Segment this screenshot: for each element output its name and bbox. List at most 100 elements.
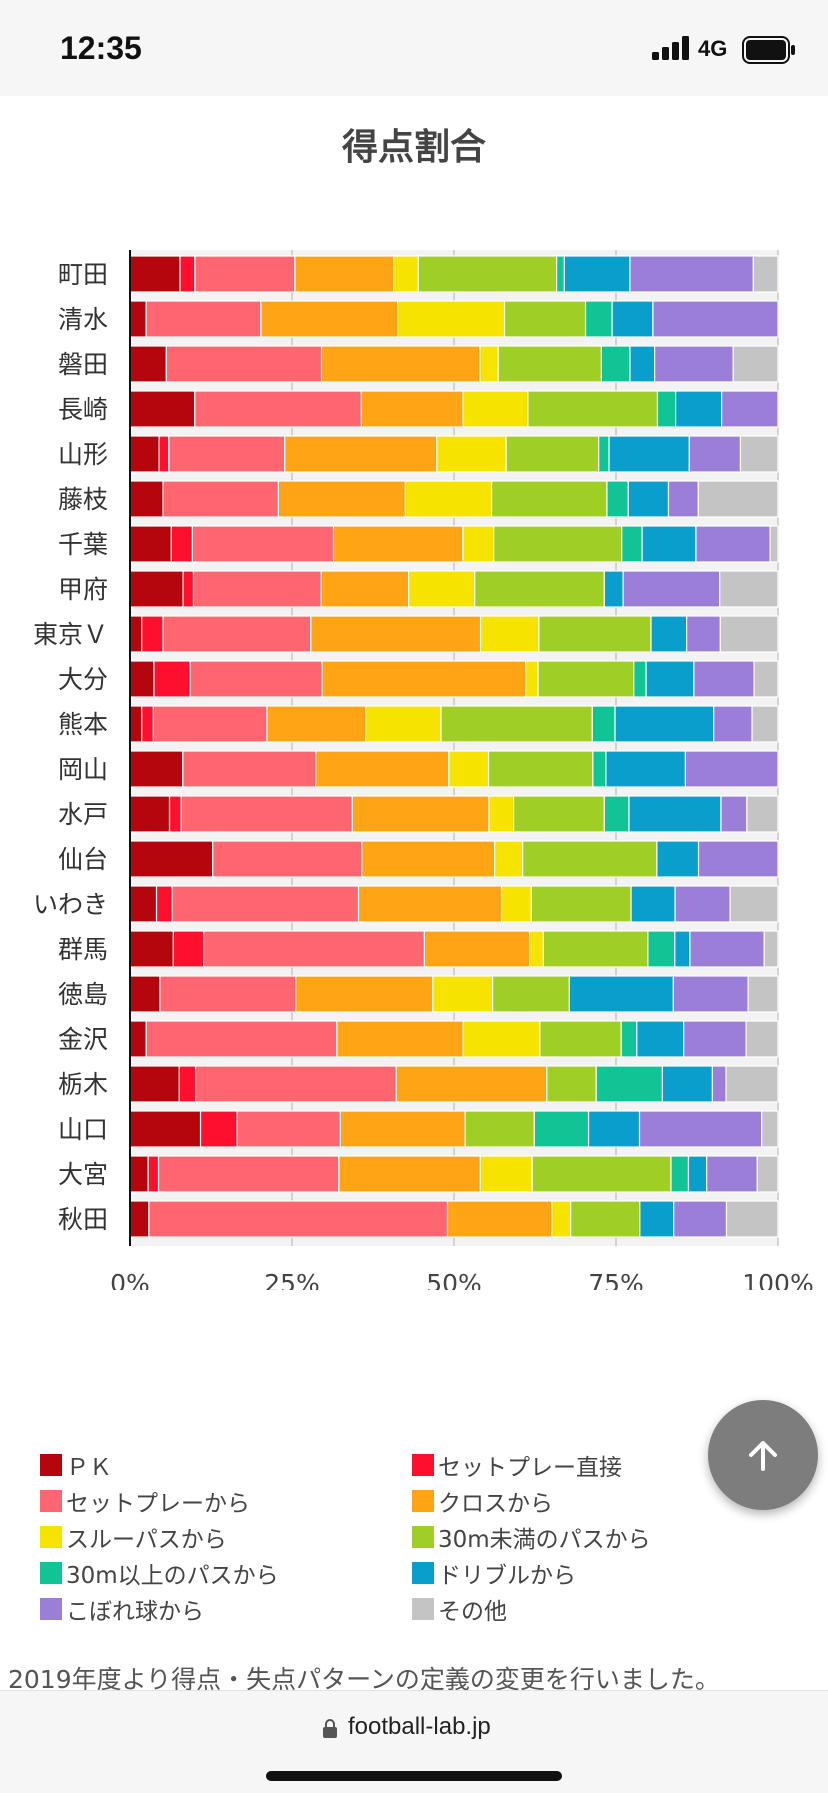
bar-segment: [673, 1200, 728, 1238]
bar-segment: [652, 300, 779, 338]
bar-segment: [332, 525, 464, 563]
bar-segment: [769, 525, 779, 563]
browser-url-bar[interactable]: football-lab.jp: [0, 1690, 828, 1793]
legend-item[interactable]: ドリブルから: [412, 1558, 576, 1589]
chart-title: 得点割合: [341, 127, 486, 168]
bar-segment: [129, 390, 196, 428]
bar-segment: [689, 930, 765, 968]
bar-segment: [194, 1065, 397, 1103]
bar-segment: [493, 525, 623, 563]
bar-segment: [158, 435, 170, 473]
bar-segment: [129, 840, 214, 878]
legend-label: こぼれ球から: [66, 1599, 204, 1625]
bar-segment: [294, 255, 395, 293]
arrow-up-icon: [749, 1441, 777, 1471]
legend-swatch: [40, 1490, 62, 1512]
bar-segment: [129, 570, 184, 608]
bar-segment: [339, 1110, 466, 1148]
bar-segment: [145, 300, 262, 338]
bar-segment: [194, 390, 362, 428]
bar-segment: [141, 705, 154, 743]
bar-segment: [148, 1200, 449, 1238]
legend-item[interactable]: セットプレーから: [40, 1486, 250, 1517]
bar-segment: [513, 795, 605, 833]
bar-segment: [423, 930, 531, 968]
bar-segment: [641, 525, 697, 563]
bar-segment: [693, 660, 755, 698]
bar-segment: [608, 435, 690, 473]
bar-segment: [753, 660, 779, 698]
legend-item[interactable]: セットプレー直接: [412, 1450, 622, 1481]
legend-item[interactable]: その他: [412, 1594, 507, 1625]
bar-segment: [162, 615, 312, 653]
category-label: 藤枝: [58, 485, 108, 514]
bar-segment: [199, 1110, 238, 1148]
legend-item[interactable]: クロスから: [412, 1486, 553, 1517]
bar-segment: [182, 570, 195, 608]
bar-segment: [487, 750, 594, 788]
x-tick-label: 75%: [588, 1269, 644, 1290]
bar-segment: [686, 615, 721, 653]
bar-segment: [719, 615, 779, 653]
bar-segment: [674, 930, 691, 968]
bar-segment: [592, 750, 607, 788]
legend-label: ＰＫ: [66, 1455, 112, 1481]
bar-segment: [761, 1110, 779, 1148]
bar-segment: [505, 435, 600, 473]
category-label: 金沢: [58, 1025, 108, 1054]
legend-label: 30m以上のパスから: [66, 1563, 279, 1589]
bar-segment: [739, 435, 779, 473]
bar-segment: [129, 345, 167, 383]
legend-item[interactable]: 30m未満のパスから: [412, 1522, 651, 1553]
legend-swatch: [40, 1598, 62, 1620]
legend-item[interactable]: ＰＫ: [40, 1450, 112, 1481]
bar-segment: [752, 255, 779, 293]
bar-segment: [587, 1110, 641, 1148]
bar-segment: [645, 660, 695, 698]
bar-segment: [361, 840, 496, 878]
category-label: 熊本: [58, 710, 108, 739]
category-label: 岡山: [58, 755, 108, 784]
x-tick-label: 50%: [426, 1269, 482, 1290]
bar-segment: [404, 480, 493, 518]
bar-segment: [500, 885, 532, 923]
bar-segment: [725, 1065, 779, 1103]
legend-item[interactable]: こぼれ球から: [40, 1594, 204, 1625]
bar-segment: [320, 570, 410, 608]
bar-segment: [129, 660, 155, 698]
bar-segment: [129, 525, 172, 563]
bar-segment: [172, 930, 205, 968]
bar-segment: [656, 840, 700, 878]
bar-segment: [212, 840, 363, 878]
bar-segment: [636, 1020, 685, 1058]
bar-segment: [621, 525, 643, 563]
bar-segment: [622, 570, 721, 608]
bar-segment: [745, 1020, 779, 1058]
bar-segment: [440, 705, 593, 743]
bar-segment: [638, 1110, 763, 1148]
legend-swatch: [412, 1562, 434, 1584]
bar-segment: [695, 525, 771, 563]
bar-segment: [408, 570, 476, 608]
category-label: いわき: [33, 890, 108, 919]
legend-item[interactable]: 30m以上のパスから: [40, 1558, 279, 1589]
bar-segment: [462, 390, 529, 428]
bar-segment: [462, 1020, 541, 1058]
bar-segment: [129, 480, 164, 518]
bar-segment: [464, 1110, 535, 1148]
bar-segment: [537, 660, 635, 698]
bar-segment: [129, 750, 184, 788]
lock-icon: [323, 1719, 337, 1738]
bar-segment: [168, 795, 182, 833]
bar-segment: [563, 255, 631, 293]
bar-segment: [620, 1020, 638, 1058]
bar-segment: [595, 1065, 664, 1103]
bar-segment: [603, 570, 624, 608]
scroll-to-top-button[interactable]: [708, 1400, 818, 1510]
bar-segment: [667, 480, 699, 518]
bar-segment: [661, 1065, 714, 1103]
status-bar: 12:35 4G: [0, 0, 828, 96]
legend-item[interactable]: スルーパスから: [40, 1522, 227, 1553]
bar-segment: [365, 705, 442, 743]
bar-segment: [315, 750, 450, 788]
